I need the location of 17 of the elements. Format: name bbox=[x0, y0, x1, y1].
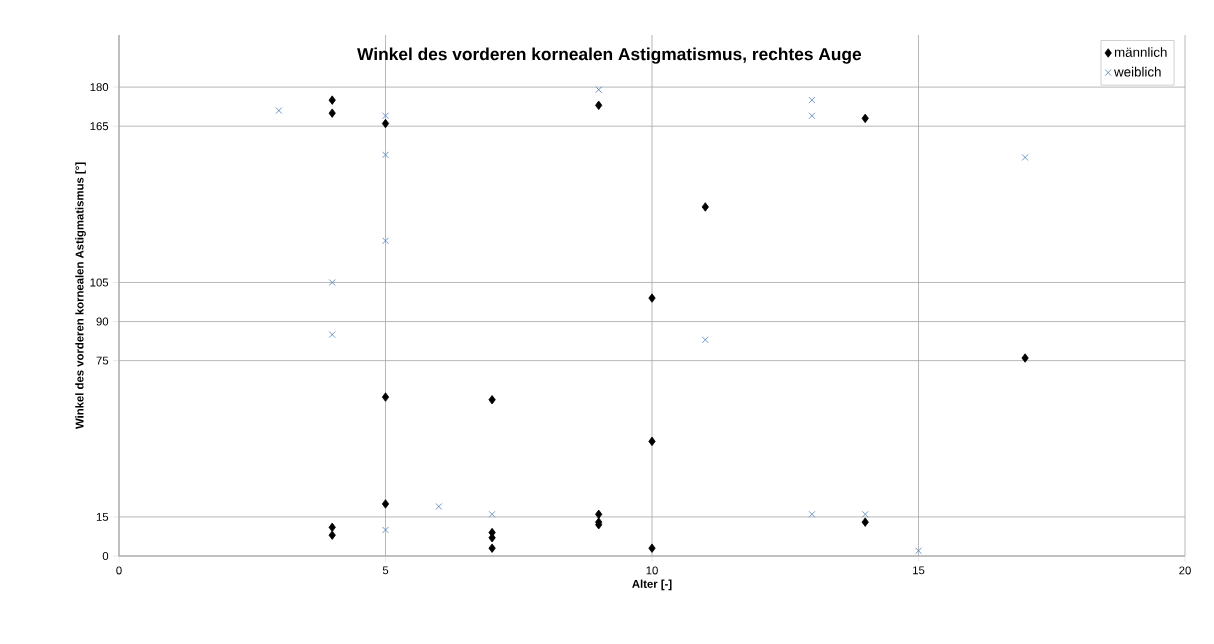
y-tick-label: 0 bbox=[102, 552, 109, 561]
x-tick-label: 5 bbox=[382, 566, 389, 575]
text: Winkel des vorderen kornealen Astigmatismus, rechtes Auge bbox=[357, 47, 862, 64]
y-tick-label: 90 bbox=[96, 317, 109, 326]
x-axis-title: Alter [-] bbox=[632, 579, 672, 591]
y-tick-label: 165 bbox=[90, 122, 109, 131]
y-tick-label: 75 bbox=[96, 356, 109, 365]
y-tick-label: 15 bbox=[96, 512, 109, 521]
y-tick-label: 180 bbox=[90, 83, 109, 92]
y-tick-label: 105 bbox=[90, 278, 109, 287]
x-tick-label: 0 bbox=[116, 566, 122, 575]
x-tick-label: 20 bbox=[1179, 566, 1191, 575]
x-tick-label: 10 bbox=[646, 566, 658, 575]
legend-label: männlich bbox=[1114, 47, 1167, 57]
legend-label: weiblich bbox=[1114, 66, 1161, 77]
y-axis-title: Winkel des vorderen kornealen Astigmatismus [°] bbox=[75, 162, 86, 430]
x-tick-label: 15 bbox=[913, 566, 925, 575]
